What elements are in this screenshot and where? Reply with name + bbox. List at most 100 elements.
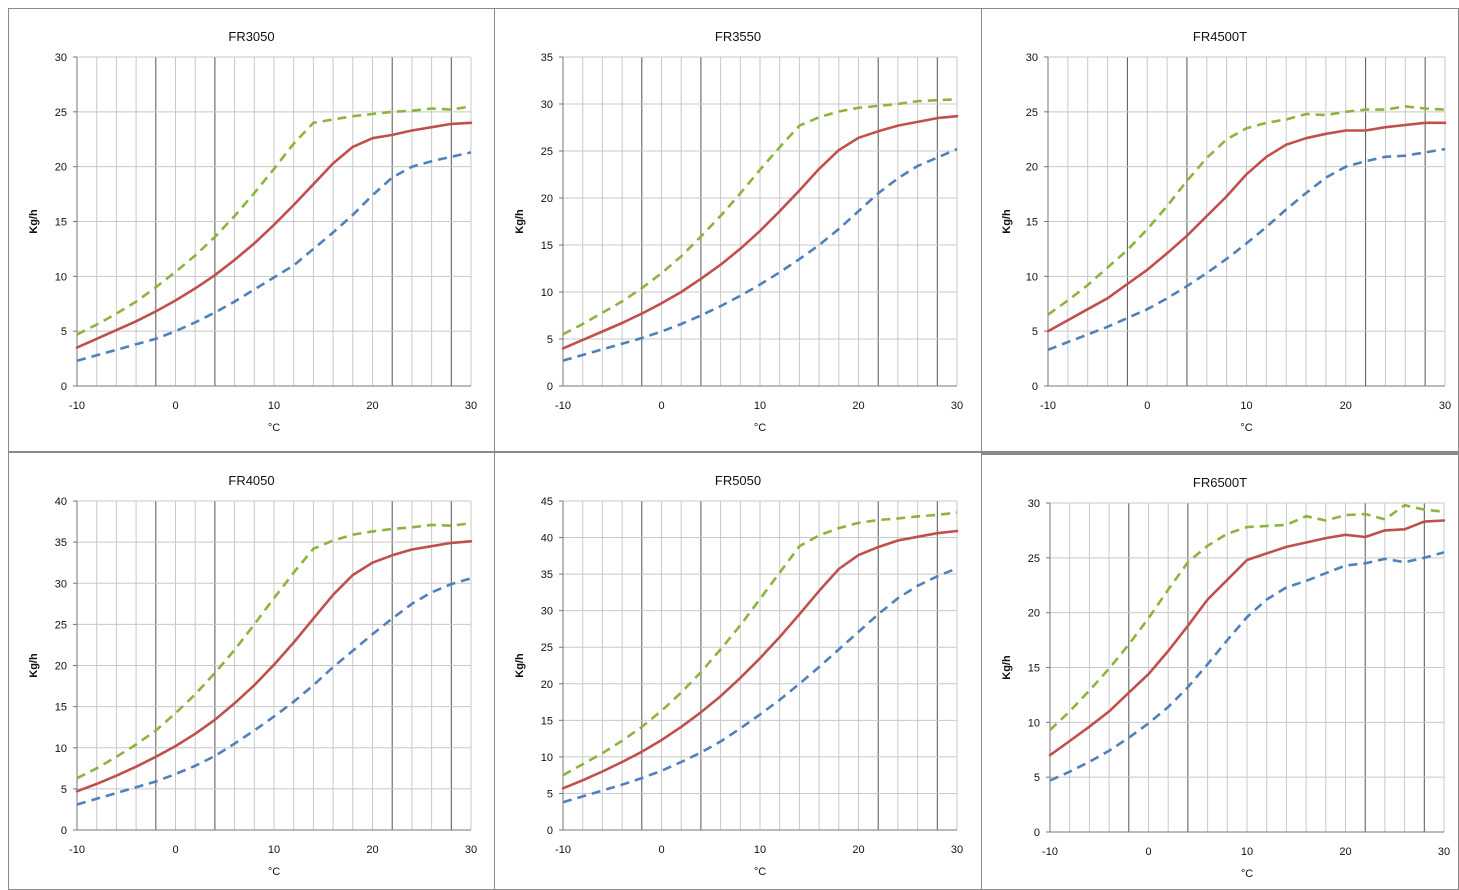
chart-panel-fr3050: FR3050 0 5 10 15 20 25 30 -10 0 10 20 30 °C Kg/h: [8, 8, 495, 452]
y-axis-title: Kg/h: [1001, 655, 1013, 680]
y-tick-label: 0: [1034, 827, 1040, 839]
chart-title: FR3550: [714, 29, 762, 44]
y-tick-label: 10: [1026, 271, 1038, 283]
x-tick-label: 20: [1340, 400, 1352, 412]
x-tick-label: 10: [268, 844, 280, 856]
y-tick-label: 15: [1028, 663, 1040, 675]
y-tick-label: 0: [61, 381, 67, 393]
x-tick-label: 0: [172, 844, 178, 856]
y-tick-label: 30: [541, 99, 553, 111]
y-tick-label: 25: [1028, 553, 1040, 565]
x-tick-label: 20: [366, 400, 378, 412]
y-tick-label: 30: [541, 606, 553, 618]
y-axis-title: Kg/h: [514, 209, 526, 234]
x-axis-title: °C: [1241, 868, 1253, 880]
series-line-3: [562, 567, 958, 804]
chart-panel-fr3550: FR3550 0 5 10 15 20 25 30 35 -10 0 10 20 30 °C Kg/h: [494, 8, 982, 452]
x-tick-label: 20: [852, 844, 864, 856]
x-axis-title: °C: [268, 866, 280, 878]
series-line-3: [1049, 551, 1445, 782]
y-axis-title: Kg/h: [28, 209, 40, 234]
chart-title: FR4050: [228, 473, 275, 488]
y-tick-label: 35: [55, 537, 67, 549]
series-line-2: [561, 529, 959, 790]
x-tick-label: -10: [69, 400, 85, 412]
series-line-2: [1048, 519, 1446, 757]
y-tick-label: 10: [55, 271, 67, 283]
x-tick-label: -10: [1040, 400, 1056, 412]
y-tick-label: 20: [1026, 162, 1038, 174]
x-tick-label: 30: [951, 400, 963, 412]
y-tick-label: 10: [541, 287, 553, 299]
y-axis-title: Kg/h: [1001, 209, 1013, 234]
x-tick-label: 20: [366, 844, 378, 856]
chart-panel-fr6500t: FR6500T 0 5 10 15 20 25 30 -10 0 10 20 30 °C Kg/h: [981, 452, 1459, 890]
y-tick-label: 20: [55, 661, 67, 673]
y-tick-label: 0: [547, 825, 553, 837]
x-tick-label: 0: [172, 400, 178, 412]
y-tick-label: 45: [541, 496, 553, 508]
x-tick-label: 10: [1241, 846, 1253, 858]
chart-title: FR4500T: [1192, 29, 1248, 44]
x-tick-label: 30: [1439, 400, 1451, 412]
y-tick-label: 30: [1026, 52, 1038, 64]
y-tick-label: 15: [1026, 217, 1038, 229]
y-tick-label: 10: [541, 752, 553, 764]
x-tick-label: -10: [1042, 846, 1058, 858]
x-tick-label: 30: [951, 844, 963, 856]
chart-title: FR3050: [228, 29, 275, 44]
series-line-1: [562, 98, 958, 336]
x-tick-label: -10: [555, 400, 571, 412]
x-axis-title: °C: [268, 422, 280, 434]
series-line-1: [1049, 503, 1445, 731]
y-tick-label: 0: [547, 381, 553, 393]
chart-panel-fr5050: FR5050 0 5 10 15 20 25 30 35 40 45 -10 0 10 20 30 °C Kg/…: [494, 452, 982, 890]
x-tick-label: 30: [1438, 846, 1450, 858]
x-tick-label: -10: [69, 844, 85, 856]
y-tick-label: 5: [61, 784, 67, 796]
y-tick-label: 5: [1034, 772, 1040, 784]
y-axis-title: Kg/h: [514, 653, 526, 678]
y-tick-label: 5: [1032, 326, 1038, 338]
y-tick-label: 40: [541, 533, 553, 545]
x-axis-title: °C: [754, 422, 766, 434]
x-tick-label: 30: [465, 844, 477, 856]
x-tick-label: 0: [1144, 400, 1150, 412]
chart-panel-fr4050: FR4050 0 5 10 15 20 25 30 35 40 -10 0 10 20 30 °C Kg/h: [8, 452, 495, 890]
series-line-3: [76, 577, 472, 806]
x-tick-label: 20: [1339, 846, 1351, 858]
chart-title: FR5050: [714, 473, 762, 488]
y-axis-title: Kg/h: [28, 653, 40, 678]
y-tick-label: 15: [541, 240, 553, 252]
series-line-1: [76, 521, 472, 780]
chart-panel-fr4500t: FR4500T 0 5 10 15 20 25 30 -10 0 10 20 30 °C Kg/h: [981, 8, 1459, 452]
x-tick-label: 10: [754, 400, 766, 412]
y-tick-label: 20: [541, 193, 553, 205]
x-tick-label: 0: [1145, 846, 1151, 858]
y-tick-label: 15: [541, 715, 553, 727]
y-tick-label: 0: [1032, 381, 1038, 393]
x-tick-label: 10: [1240, 400, 1252, 412]
chart-title: FR6500T: [1192, 475, 1248, 490]
y-tick-label: 20: [55, 162, 67, 174]
y-tick-label: 10: [1028, 717, 1040, 729]
y-tick-label: 15: [55, 217, 67, 229]
x-axis-title: °C: [1240, 422, 1252, 434]
y-tick-label: 5: [61, 326, 67, 338]
y-tick-label: 25: [55, 619, 67, 631]
series-line-2: [561, 114, 959, 350]
y-tick-label: 15: [55, 702, 67, 714]
x-axis-title: °C: [754, 866, 766, 878]
x-tick-label: 30: [465, 400, 477, 412]
y-tick-label: 0: [61, 825, 67, 837]
series-line-1: [562, 511, 958, 777]
x-tick-label: -10: [555, 844, 571, 856]
y-tick-label: 30: [55, 578, 67, 590]
y-tick-label: 25: [541, 146, 553, 158]
y-tick-label: 20: [541, 679, 553, 691]
y-tick-label: 10: [55, 743, 67, 755]
